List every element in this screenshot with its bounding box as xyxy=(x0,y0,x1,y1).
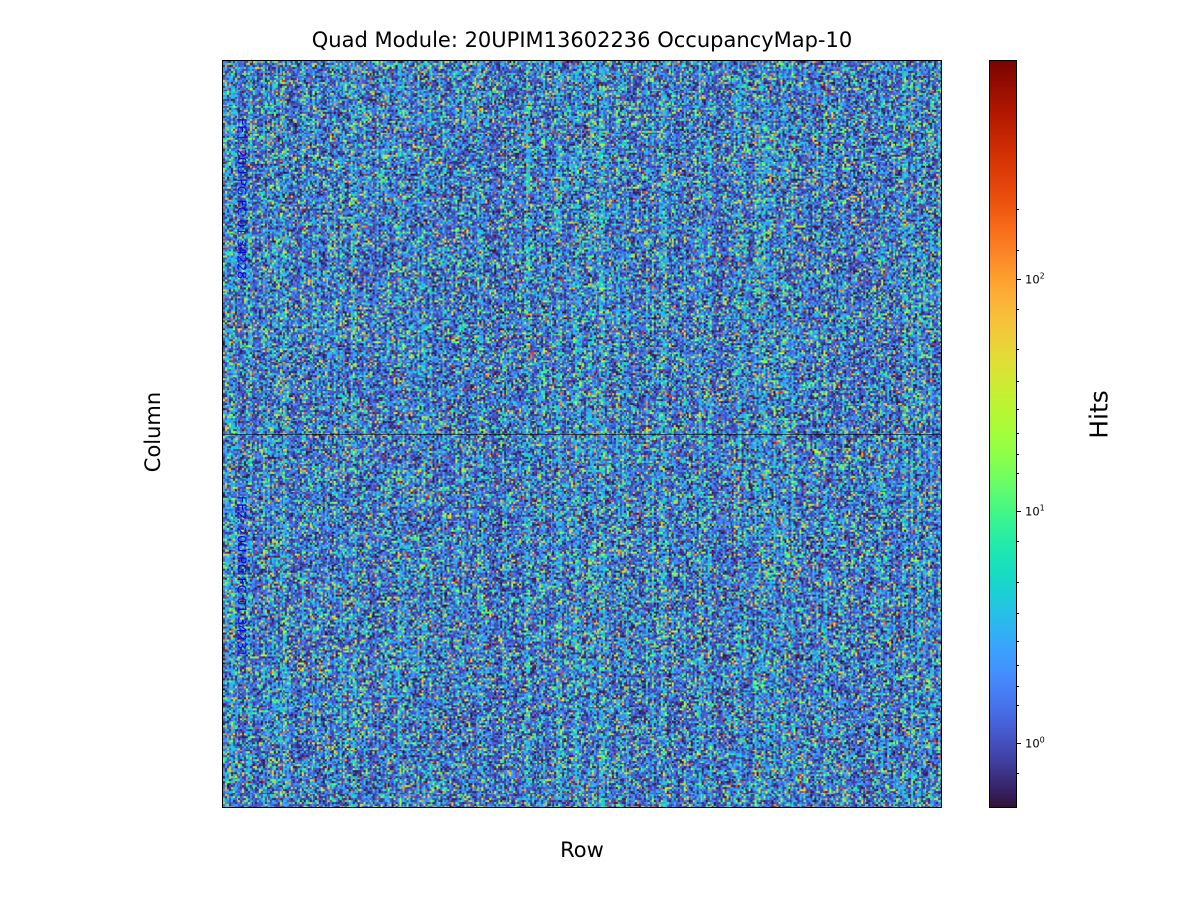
cbtick-minor xyxy=(1016,582,1019,583)
xtick-mark-0 xyxy=(581,807,582,808)
ytick-mark-400 xyxy=(222,61,223,62)
ytick-minor xyxy=(222,388,223,389)
ytick-minor xyxy=(222,575,223,576)
cbtick-minor xyxy=(1016,613,1019,614)
x-axis-label: Row xyxy=(560,838,604,862)
xtick-minor xyxy=(313,807,314,808)
xtick-minor xyxy=(851,807,852,808)
cbtick-minor xyxy=(1016,409,1019,410)
occupancy-heatmap-axes[interactable]: 400 0 -400 -384 0 384 xyxy=(222,60,942,808)
fe1-chip-label: FE1: 20U PG FC 01 34228 xyxy=(234,118,250,279)
ytick-mark-0 xyxy=(222,435,223,436)
ytick-minor xyxy=(222,295,223,296)
cbtick-mark-1 xyxy=(1016,743,1021,745)
xtick-minor xyxy=(626,807,627,808)
ytick-minor xyxy=(222,155,223,156)
cbtick-minor xyxy=(1016,381,1019,382)
ytick-minor xyxy=(222,622,223,623)
cbtick-minor xyxy=(1016,309,1019,310)
fe-divider-line xyxy=(223,434,941,436)
cbtick-minor xyxy=(1016,641,1019,642)
cbtick-minor xyxy=(1016,250,1019,251)
xtick-minor xyxy=(358,807,359,808)
ytick-minor xyxy=(222,248,223,249)
xtick-minor xyxy=(268,807,269,808)
cbtick-label-10: 101 xyxy=(1025,503,1045,519)
cbtick-minor xyxy=(1016,541,1019,542)
xtick-mark-neg384 xyxy=(223,807,224,808)
ytick-minor xyxy=(222,482,223,483)
xtick-minor xyxy=(402,807,403,808)
cbtick-mark-10 xyxy=(1016,511,1021,513)
cbtick-minor xyxy=(1016,433,1019,434)
xtick-minor xyxy=(806,807,807,808)
cbtick-minor xyxy=(1016,686,1019,687)
ytick-minor xyxy=(222,108,223,109)
colorbar-gradient-image xyxy=(990,61,1016,807)
xtick-minor xyxy=(761,807,762,808)
cbtick-minor xyxy=(1016,773,1019,774)
ytick-minor xyxy=(222,669,223,670)
colorbar-label: Hits xyxy=(1084,390,1114,439)
cbtick-minor xyxy=(1016,454,1019,455)
xtick-minor xyxy=(492,807,493,808)
page-title: Quad Module: 20UPIM13602236 OccupancyMap… xyxy=(311,28,853,52)
fe2-chip-label: FE2: 20U PG FC 01 34231 xyxy=(234,496,250,657)
cbtick-label-1: 100 xyxy=(1025,735,1045,751)
ytick-minor xyxy=(222,201,223,202)
cbtick-minor xyxy=(1016,473,1019,474)
ytick-minor xyxy=(222,529,223,530)
cbtick-minor xyxy=(1016,705,1019,706)
xtick-minor xyxy=(447,807,448,808)
ytick-minor xyxy=(222,716,223,717)
xtick-minor xyxy=(896,807,897,808)
ytick-minor xyxy=(222,762,223,763)
cbtick-minor xyxy=(1016,209,1019,210)
colorbar[interactable]: 102 101 100 xyxy=(989,60,1045,808)
cbtick-minor xyxy=(1016,349,1019,350)
xtick-minor xyxy=(716,807,717,808)
cbtick-label-100: 102 xyxy=(1025,271,1045,287)
cbtick-minor xyxy=(1016,665,1019,666)
ytick-minor xyxy=(222,342,223,343)
cbtick-mark-100 xyxy=(1016,279,1021,281)
xtick-minor xyxy=(537,807,538,808)
y-axis-label: Column xyxy=(141,391,165,473)
xtick-minor xyxy=(671,807,672,808)
